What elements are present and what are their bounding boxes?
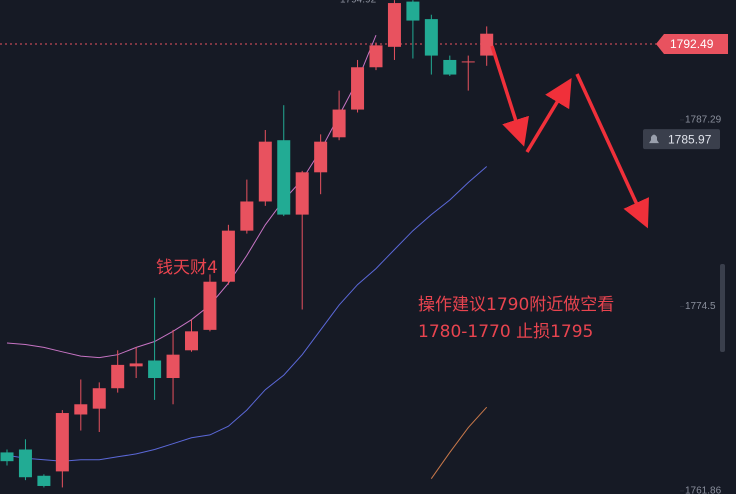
watermark: 钱天财4 [156, 258, 218, 278]
candle-body [295, 172, 309, 215]
candle-body [55, 413, 69, 472]
overlay-line [6, 166, 488, 462]
candle-body [74, 404, 88, 415]
scrollbar[interactable] [720, 264, 725, 352]
candle-body [351, 67, 365, 110]
candle-body [387, 3, 401, 47]
alert-tag: 1785.97 [643, 129, 720, 150]
tag-shape [656, 34, 728, 55]
candle-body [369, 45, 383, 68]
overlay-line [430, 406, 488, 479]
candle-body [314, 141, 328, 173]
candle-body [480, 33, 494, 56]
candle-body [424, 19, 438, 56]
arrow [525, 78, 572, 153]
current-price-label: 1792.49 [670, 37, 714, 51]
candle-body [37, 475, 51, 486]
candle-body [166, 354, 180, 379]
candle-body [332, 109, 346, 138]
alert-box [643, 129, 720, 150]
arrow [575, 73, 649, 229]
alert-price-label: 1785.97 [668, 132, 712, 146]
annotation: 操作建议1790附近做空看 [418, 295, 614, 315]
candle-body [443, 59, 457, 75]
candle-body [111, 364, 125, 389]
y-tick-label: 1787.29 [685, 115, 722, 126]
candle-body [406, 1, 420, 21]
candle-body [461, 61, 475, 63]
current-price-tag: 1792.49 [656, 34, 728, 55]
candle-body [129, 363, 143, 367]
high-label: 1794.92 [340, 0, 377, 6]
candle-body [277, 140, 291, 215]
forecast-arrows [490, 45, 649, 229]
y-tick-label: 1774.5 [685, 301, 716, 312]
annotation: 1780-1770 止损1795 [418, 322, 593, 342]
candle-body [258, 141, 272, 202]
candle-body [240, 201, 254, 231]
candle-body [203, 281, 217, 330]
candle-body [221, 230, 235, 282]
bell-icon [649, 134, 659, 144]
y-tick-label: 1761.86 [685, 486, 722, 494]
candle-body [18, 449, 32, 478]
candle-body [0, 452, 14, 462]
arrow [490, 45, 529, 147]
candle-body [185, 331, 198, 351]
candle-body [148, 360, 162, 379]
candle-body [92, 388, 106, 409]
